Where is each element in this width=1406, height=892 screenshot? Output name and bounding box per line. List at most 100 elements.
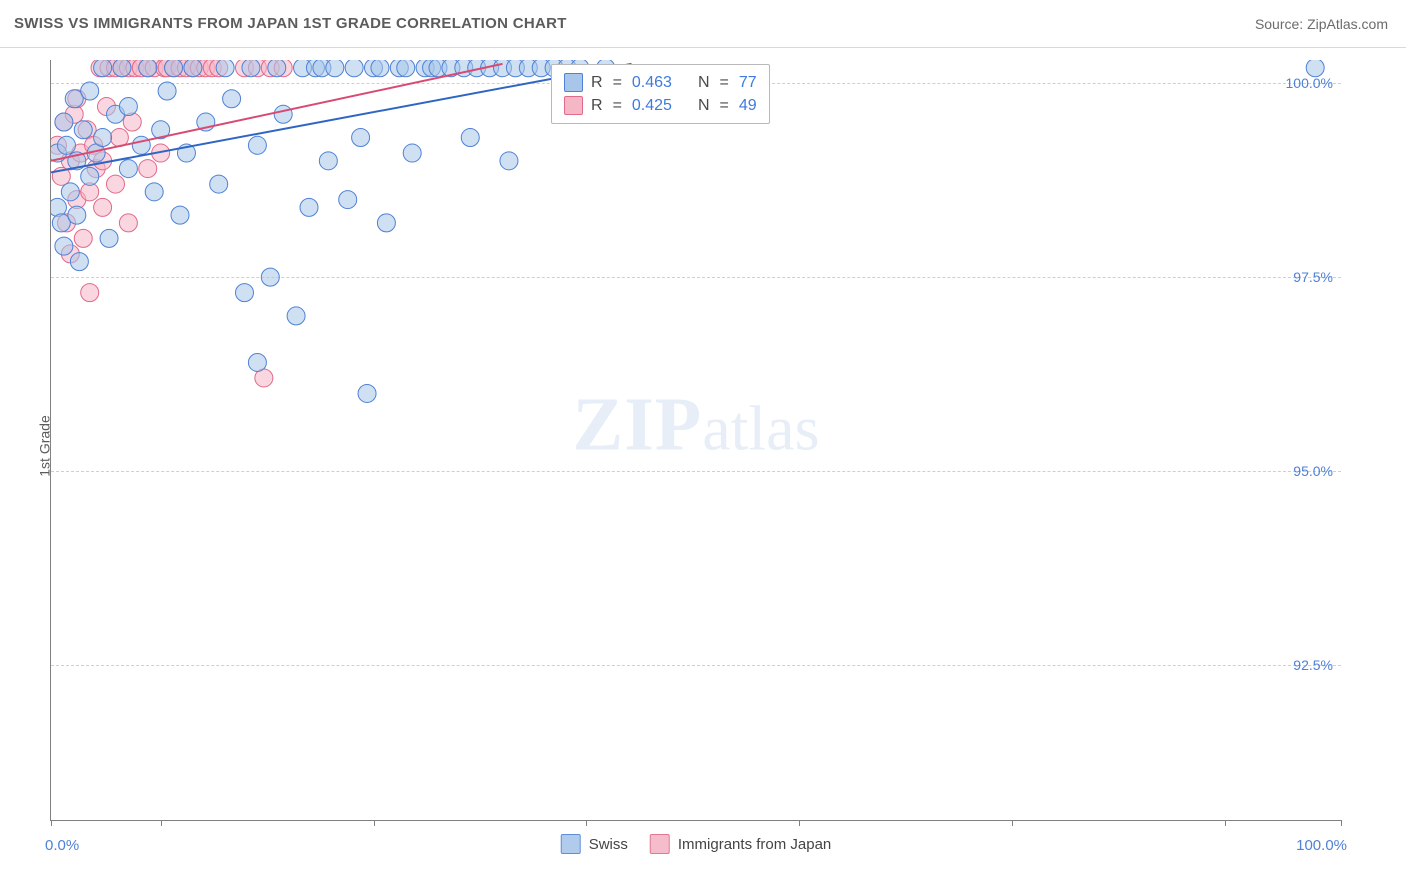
data-point: [261, 268, 279, 286]
x-tick: [1012, 820, 1013, 826]
x-tick: [799, 820, 800, 826]
chart-title: SWISS VS IMMIGRANTS FROM JAPAN 1ST GRADE…: [14, 15, 567, 32]
legend-japan-swatch-icon: [650, 834, 670, 854]
x-min-label: 0.0%: [45, 837, 79, 854]
data-point: [165, 60, 183, 77]
source-name: ZipAtlas.com: [1307, 16, 1388, 32]
data-point: [397, 60, 415, 77]
data-point: [274, 105, 292, 123]
data-point: [500, 152, 518, 170]
data-point: [184, 60, 202, 77]
data-point: [94, 129, 112, 147]
eq-sign: =: [720, 97, 729, 115]
data-point: [371, 60, 389, 77]
data-point: [171, 206, 189, 224]
data-point: [248, 353, 266, 371]
data-point: [119, 98, 137, 116]
data-point: [74, 229, 92, 247]
data-point: [216, 60, 234, 77]
n-label: N: [698, 97, 710, 115]
data-point: [119, 214, 137, 232]
japan-swatch-icon: [564, 96, 583, 115]
data-point: [94, 60, 112, 77]
data-point: [139, 160, 157, 178]
swiss-n-value: 77: [739, 74, 757, 92]
data-point: [242, 60, 260, 77]
x-tick: [1225, 820, 1226, 826]
japan-r-value: 0.425: [632, 97, 672, 115]
data-point: [119, 160, 137, 178]
chart-container: SWISS VS IMMIGRANTS FROM JAPAN 1ST GRADE…: [0, 0, 1406, 892]
japan-n-value: 49: [739, 97, 757, 115]
data-point: [300, 198, 318, 216]
correlation-stats-box: R = 0.463 N = 77 R = 0.425 N = 49: [551, 64, 770, 124]
data-point: [461, 129, 479, 147]
y-tick-label: 92.5%: [1293, 657, 1333, 673]
r-label: R: [591, 97, 603, 115]
legend-swiss-label: Swiss: [589, 836, 628, 853]
data-point: [81, 82, 99, 100]
x-tick: [161, 820, 162, 826]
legend: Swiss Immigrants from Japan: [561, 834, 832, 854]
data-point: [55, 113, 73, 131]
r-label: R: [591, 74, 603, 92]
stats-row-japan: R = 0.425 N = 49: [564, 94, 757, 117]
data-point: [210, 175, 228, 193]
data-point: [268, 60, 286, 77]
data-point: [339, 191, 357, 209]
data-point: [345, 60, 363, 77]
data-point: [158, 82, 176, 100]
chart-header: SWISS VS IMMIGRANTS FROM JAPAN 1ST GRADE…: [0, 0, 1406, 48]
data-point: [248, 136, 266, 154]
x-max-label: 100.0%: [1296, 837, 1347, 854]
stats-row-swiss: R = 0.463 N = 77: [564, 71, 757, 94]
x-tick: [1341, 820, 1342, 826]
data-point: [132, 136, 150, 154]
eq-sign: =: [613, 97, 622, 115]
eq-sign: =: [613, 74, 622, 92]
data-point: [61, 183, 79, 201]
legend-item-japan: Immigrants from Japan: [650, 834, 831, 854]
eq-sign: =: [720, 74, 729, 92]
data-point: [68, 206, 86, 224]
x-tick: [51, 820, 52, 826]
data-point: [223, 90, 241, 108]
data-point: [139, 60, 157, 77]
plot-svg: [51, 60, 1341, 820]
plot-area: ZIPatlas 100.0%97.5%95.0%92.5% R = 0.463…: [50, 60, 1341, 821]
data-point: [70, 253, 88, 271]
data-point: [287, 307, 305, 325]
data-point: [100, 229, 118, 247]
data-point: [57, 136, 75, 154]
source-prefix: Source:: [1255, 16, 1307, 32]
data-point: [113, 60, 131, 77]
data-point: [326, 60, 344, 77]
y-tick-label: 95.0%: [1293, 463, 1333, 479]
n-label: N: [698, 74, 710, 92]
data-point: [403, 144, 421, 162]
legend-swiss-swatch-icon: [561, 834, 581, 854]
data-point: [81, 284, 99, 302]
data-point: [55, 237, 73, 255]
data-point: [1306, 60, 1324, 77]
data-point: [123, 113, 141, 131]
data-point: [319, 152, 337, 170]
swiss-r-value: 0.463: [632, 74, 672, 92]
swiss-swatch-icon: [564, 73, 583, 92]
chart-source: Source: ZipAtlas.com: [1255, 16, 1388, 32]
y-tick-label: 100.0%: [1286, 75, 1333, 91]
data-point: [236, 284, 254, 302]
data-point: [81, 167, 99, 185]
data-point: [74, 121, 92, 139]
y-tick-label: 97.5%: [1293, 269, 1333, 285]
data-point: [352, 129, 370, 147]
data-point: [358, 384, 376, 402]
data-point: [94, 198, 112, 216]
legend-item-swiss: Swiss: [561, 834, 628, 854]
data-point: [145, 183, 163, 201]
legend-japan-label: Immigrants from Japan: [678, 836, 831, 853]
data-point: [51, 198, 66, 216]
x-tick: [586, 820, 587, 826]
data-point: [377, 214, 395, 232]
x-tick: [374, 820, 375, 826]
